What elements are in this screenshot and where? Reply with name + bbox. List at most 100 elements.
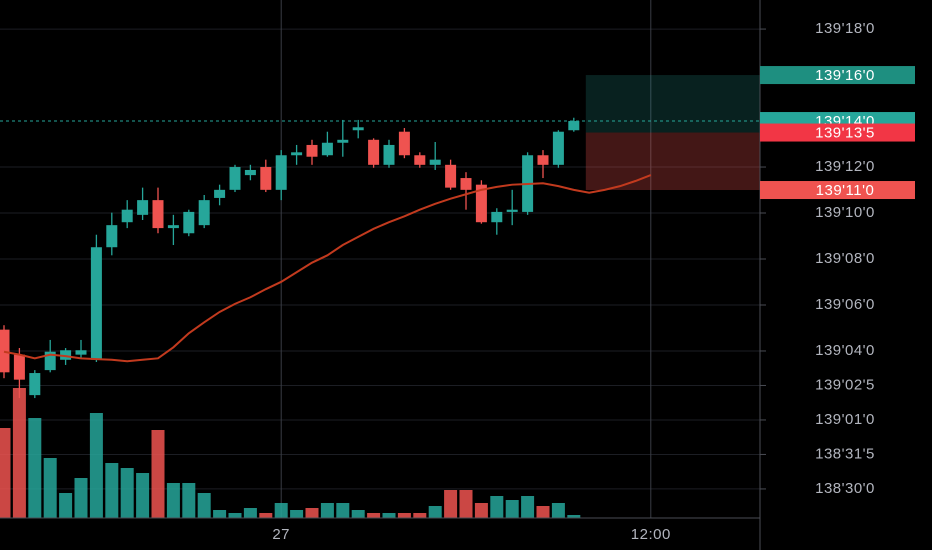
volume-bar — [444, 490, 458, 518]
volume-bar — [213, 510, 227, 518]
volume-bar — [382, 513, 396, 518]
candle-body — [460, 178, 472, 190]
volume-bar — [459, 490, 473, 518]
candle-body — [229, 167, 241, 190]
volume-bar — [413, 513, 427, 518]
candle-body — [167, 225, 179, 229]
volume-bar — [74, 478, 88, 518]
volume-bar — [43, 458, 57, 518]
y-tick-label: 139'04'0 — [815, 342, 875, 359]
loss-zone — [585, 132, 760, 191]
volume-bar — [536, 506, 550, 518]
candle-body — [198, 200, 210, 226]
candle-body — [537, 155, 549, 165]
volume-bar — [490, 496, 504, 518]
volume-bar — [228, 513, 242, 518]
take-profit-badge — [760, 66, 915, 85]
candle-body — [383, 144, 395, 165]
candle-body — [90, 247, 102, 360]
volume-bar — [59, 493, 73, 518]
volume-bar — [259, 513, 273, 518]
candle-body — [552, 131, 564, 165]
volume-bar — [336, 503, 350, 518]
candle-body — [321, 142, 333, 156]
volume-layer — [0, 388, 581, 518]
x-tick-label: 27 — [272, 526, 290, 543]
entry-badge — [760, 123, 915, 142]
candle-body — [414, 155, 426, 165]
volume-bar — [290, 510, 304, 518]
candle-body — [491, 211, 503, 223]
volume-bar — [105, 463, 119, 518]
candle-body — [475, 184, 487, 223]
candle-body — [445, 164, 457, 188]
y-tick-label: 139'02'5 — [815, 376, 875, 393]
volume-bar — [12, 388, 26, 518]
candle-body — [337, 139, 349, 143]
overlay-layer — [0, 120, 760, 363]
candle-body — [306, 144, 318, 157]
volume-bar — [166, 483, 180, 518]
y-tick-label: 138'31'5 — [815, 445, 875, 462]
volume-bar — [551, 503, 565, 518]
volume-bar — [274, 503, 288, 518]
candle-body — [13, 354, 25, 380]
volume-bar — [243, 508, 257, 518]
volume-bar — [505, 500, 519, 518]
profit-zone — [585, 75, 760, 133]
candle-body — [183, 211, 195, 234]
candle-body — [60, 350, 72, 360]
volume-bar — [0, 428, 11, 518]
take-profit-label: 139'16'0 — [815, 67, 875, 84]
candle-body — [152, 200, 164, 229]
candle-body — [260, 167, 272, 190]
candle-body — [44, 351, 56, 371]
candle-body — [398, 131, 410, 156]
candle-body — [368, 139, 380, 165]
volume-bar — [89, 413, 103, 518]
candle-body — [506, 209, 518, 212]
volume-bar — [397, 513, 411, 518]
volume-bar — [197, 493, 211, 518]
volume-bar — [305, 508, 319, 518]
stop-badge — [760, 181, 915, 200]
candle-body — [352, 127, 364, 131]
candle-body — [214, 189, 226, 198]
axis-layer: 139'18'0 139'12'0 139'10'0 139'08'0 139'06'0… — [272, 20, 915, 543]
y-tick-label: 139'06'0 — [815, 296, 875, 313]
volume-bar — [28, 418, 42, 518]
stop-label: 139'11'0 — [816, 182, 875, 199]
moving-average — [3, 174, 652, 363]
candle-body — [275, 155, 287, 190]
candle-body — [137, 200, 149, 215]
candle-body — [75, 350, 87, 355]
y-tick-label: 139'10'0 — [815, 204, 875, 221]
position-layer — [585, 75, 760, 191]
volume-bar — [367, 513, 381, 518]
candle-body — [244, 169, 256, 176]
y-tick-label: 138'30'0 — [815, 480, 875, 497]
entry-label: 139'13'5 — [815, 125, 875, 142]
volume-bar — [136, 473, 150, 518]
candle-body — [291, 152, 303, 156]
candle-body — [29, 373, 41, 396]
volume-bar — [474, 503, 488, 518]
candle-body — [106, 225, 118, 248]
volume-bar — [351, 510, 365, 518]
x-tick-label: 12:00 — [631, 526, 671, 543]
volume-bar — [151, 430, 165, 518]
y-tick-label: 139'01'0 — [815, 411, 875, 428]
candle-body — [121, 209, 133, 223]
volume-bar — [320, 503, 334, 518]
y-tick-label: 139'12'0 — [815, 158, 875, 175]
y-tick-label: 139'18'0 — [815, 20, 875, 37]
volume-bar — [567, 515, 581, 518]
volume-bar — [521, 496, 535, 518]
candle-body — [429, 159, 441, 165]
volume-bar — [182, 483, 196, 518]
y-tick-label: 139'08'0 — [815, 250, 875, 267]
volume-bar — [120, 468, 134, 518]
volume-bar — [428, 506, 442, 518]
candle-body — [568, 121, 580, 131]
